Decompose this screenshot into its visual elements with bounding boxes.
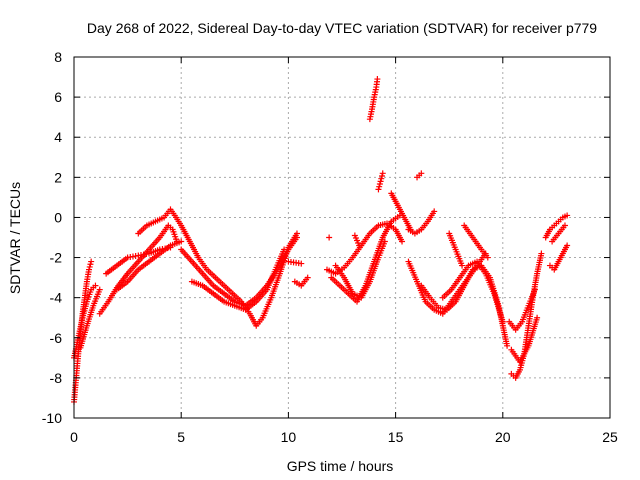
- series-s21: [405, 208, 438, 237]
- y-tick-label: -10: [42, 410, 62, 426]
- series-s4: [96, 222, 180, 317]
- series-s3: [77, 286, 103, 351]
- data-point: [377, 178, 384, 185]
- series-s19: [388, 190, 414, 233]
- data-point: [504, 342, 511, 349]
- y-axis-label: SDTVAR / TECUs: [7, 182, 23, 294]
- data-point: [178, 238, 185, 245]
- series-s16: [351, 232, 363, 249]
- series-s28: [508, 314, 541, 365]
- x-axis-label: GPS time / hours: [287, 458, 394, 474]
- x-tick-label: 10: [281, 429, 297, 445]
- data-point: [561, 222, 568, 229]
- series-s11: [285, 258, 305, 267]
- data-point: [459, 262, 466, 269]
- data-point: [375, 186, 382, 193]
- grid-lines: [74, 57, 610, 418]
- series-s24: [439, 258, 506, 325]
- data-point: [87, 261, 94, 268]
- series-s9: [188, 246, 288, 313]
- data-point: [281, 246, 288, 253]
- data-point: [379, 170, 386, 177]
- data-point: [326, 234, 333, 241]
- series-s10: [291, 274, 311, 289]
- series-s6: [113, 238, 185, 293]
- x-tick-label: 0: [70, 429, 78, 445]
- y-tick-label: 0: [54, 209, 62, 225]
- series-s20: [414, 170, 425, 181]
- data-point: [376, 181, 383, 188]
- series-s26: [461, 222, 491, 261]
- data-point: [538, 250, 545, 257]
- y-tick-label: 2: [54, 169, 62, 185]
- plot-frame: [73, 56, 611, 419]
- y-tick-label: -8: [50, 370, 63, 386]
- data-point: [86, 263, 93, 270]
- data-point: [418, 170, 425, 177]
- series-s15: [326, 234, 333, 241]
- data-point: [399, 238, 406, 245]
- series-s14: [332, 238, 388, 301]
- data-point: [298, 260, 305, 267]
- data-point: [86, 266, 93, 273]
- x-tick-label: 15: [388, 429, 404, 445]
- data-point: [531, 286, 538, 293]
- series-s29: [506, 286, 538, 333]
- x-tick-labels: 0 5 10 15 20 25: [70, 429, 618, 445]
- x-tick-label: 5: [177, 429, 185, 445]
- data-point: [379, 172, 386, 179]
- y-tick-labels: -10 -8 -6 -4 -2 0 2 4 6 8: [42, 49, 62, 426]
- data-point: [374, 76, 381, 83]
- y-tick-label: 6: [54, 89, 62, 105]
- series-s25: [446, 230, 466, 269]
- data-point: [88, 258, 95, 265]
- data-point: [92, 282, 99, 289]
- x-tick-label: 25: [602, 429, 618, 445]
- data-point: [534, 314, 541, 321]
- data-point: [376, 183, 383, 190]
- data-point: [378, 175, 385, 182]
- y-tick-label: -4: [50, 290, 63, 306]
- series-s32: [549, 222, 568, 245]
- axis-ticks: [73, 56, 611, 419]
- y-tick-label: 4: [54, 129, 62, 145]
- series-s31: [546, 242, 571, 273]
- series-s30: [542, 212, 571, 241]
- data-point: [381, 238, 388, 245]
- data-points: [71, 76, 571, 405]
- series-s18: [375, 170, 386, 193]
- data-point: [484, 254, 491, 261]
- y-tick-label: -2: [50, 250, 63, 266]
- x-tick-label: 20: [495, 429, 511, 445]
- y-tick-label: -6: [50, 330, 63, 346]
- data-point: [356, 242, 363, 249]
- data-point: [431, 208, 438, 215]
- data-point: [564, 242, 571, 249]
- data-point: [96, 286, 103, 293]
- y-tick-label: 8: [54, 49, 62, 65]
- series-s2: [71, 282, 99, 361]
- data-point: [499, 318, 506, 325]
- series-s17: [366, 76, 381, 123]
- data-point: [304, 274, 311, 281]
- data-point: [564, 212, 571, 219]
- data-point: [293, 234, 300, 241]
- chart-title: Day 268 of 2022, Sidereal Day-to-day VTE…: [87, 20, 597, 36]
